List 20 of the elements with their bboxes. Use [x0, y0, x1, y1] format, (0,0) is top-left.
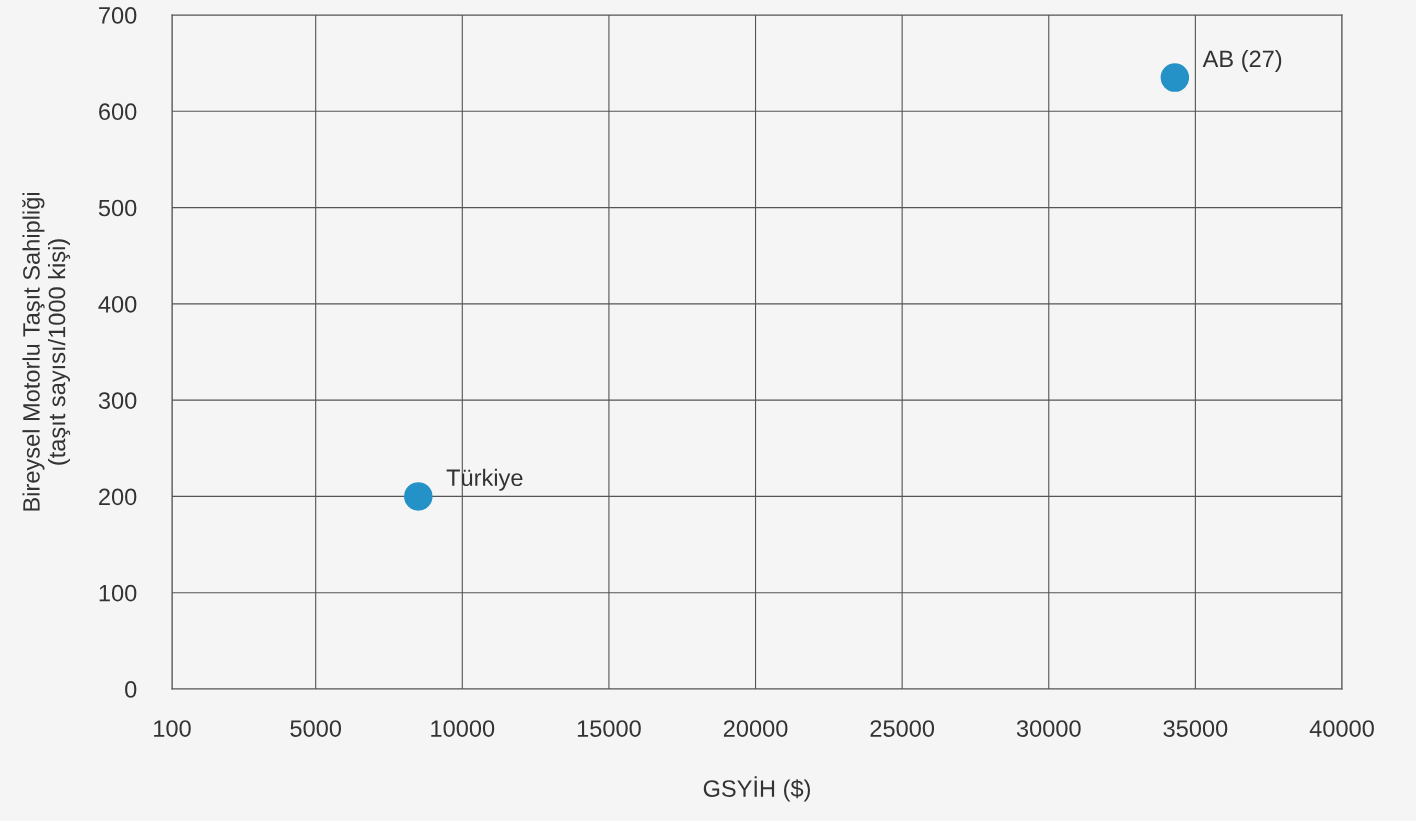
y-tick-label: 0	[125, 681, 137, 698]
y-tick-label: 300	[98, 392, 137, 409]
annotation: AB (27)	[1202, 49, 1282, 72]
x-tick-label: 5000	[290, 720, 342, 737]
y-tick-label: 100	[99, 584, 137, 602]
x-tick-label: 35000	[1163, 720, 1228, 737]
x-axis-title: GSYİH ($)	[703, 776, 810, 802]
x-tick-label: 30000	[1016, 720, 1081, 737]
x-tick-label: 25000	[870, 720, 935, 737]
x-tick-label: 40000	[1309, 720, 1374, 737]
x-tick-label: 100	[154, 720, 191, 737]
y-tick-label: 500	[98, 199, 137, 217]
x-tick-label: 20000	[723, 720, 788, 737]
y-tick-label: 600	[99, 103, 137, 121]
x-tick-label: 15000	[577, 720, 641, 737]
y-tick-label: 200	[99, 488, 137, 506]
x-tick-label: 10000	[431, 720, 495, 737]
y-tick-label: 700	[99, 7, 137, 24]
y-axis-title: Bireysel Motorlu Taşıt Sahipliği (taşıt sayısı/1000 kişi)	[22, 193, 71, 511]
y-tick-label: 400	[98, 295, 137, 313]
